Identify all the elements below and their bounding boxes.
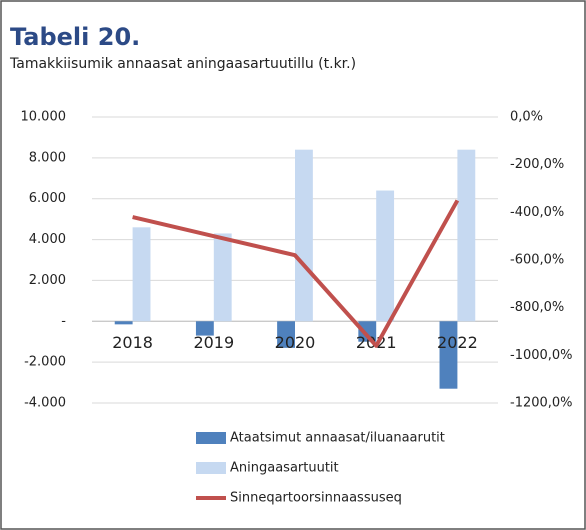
y-tick-label: 10.000 [21,110,67,125]
y-tick-label: - [61,314,66,329]
legend-swatch [196,462,226,474]
y2-tick-label: 0,0% [510,110,543,125]
y-tick-label: 6.000 [29,191,66,206]
legend-label: Ataatsimut annaasat/iluanaarutit [230,431,445,446]
bar [457,149,476,322]
y2-tick-label: -400,0% [510,205,564,220]
bar [132,227,151,322]
x-tick-label: 2018 [112,333,153,352]
x-tick-label: 2019 [193,333,234,352]
line-series [132,199,460,348]
x-tick-label: 2022 [437,333,478,352]
bar [358,321,377,342]
bar [277,321,295,348]
x-tick-label: 2020 [275,333,316,352]
bar [376,190,395,322]
y-tick-label: -2.000 [24,355,66,370]
y2-tick-label: -1000,0% [510,348,573,363]
y2-tick-label: -800,0% [510,300,564,315]
chart-title: Tabeli 20. [10,23,140,51]
bar [295,149,313,322]
y-tick-label: -4.000 [24,396,66,411]
bar [439,321,458,389]
y-tick-label: 4.000 [29,232,66,247]
legend-swatch [196,432,226,444]
chart-subtitle: Tamakkiisumik annaasat aningaasartuutill… [9,56,356,72]
y2-tick-label: -200,0% [510,157,564,172]
y-tick-label: 8.000 [29,150,66,165]
legend-label: Aningaasartuutit [230,461,339,476]
y-tick-label: 2.000 [29,273,66,288]
legend-label: Sinneqartoorsinnaassuseq [230,491,402,506]
y2-tick-label: -600,0% [510,253,564,268]
y2-tick-label: -1200,0% [510,396,573,411]
bar [114,321,133,325]
bar [195,321,214,336]
bar [213,233,232,322]
